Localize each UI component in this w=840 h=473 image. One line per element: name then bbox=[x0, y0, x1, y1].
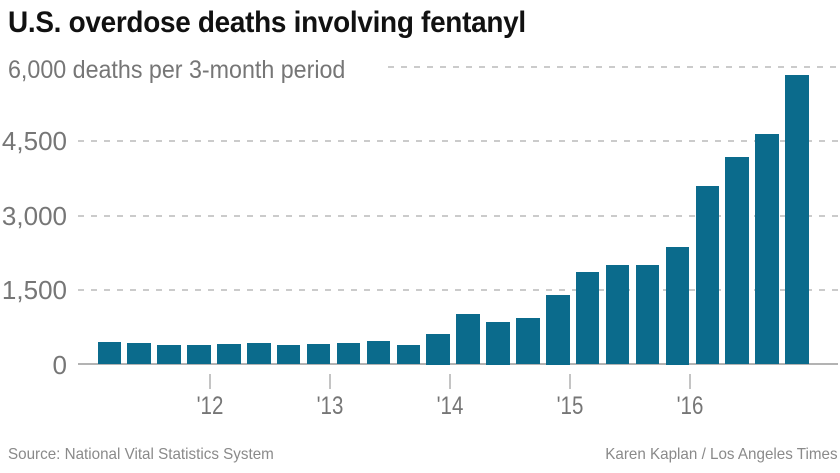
byline-credit: Karen Kaplan / Los Angeles Times bbox=[605, 446, 838, 463]
bar-2013-q1 bbox=[336, 343, 361, 365]
bar-2011-q3 bbox=[157, 344, 181, 365]
bar-2016-q4 bbox=[785, 75, 809, 365]
x-axis-tick-15 bbox=[569, 374, 571, 389]
bar-2014-q1 bbox=[456, 313, 480, 365]
bar-2015-q2 bbox=[605, 265, 630, 365]
x-axis-label-12: '12 bbox=[196, 392, 224, 420]
bar-2016-q2 bbox=[725, 157, 749, 365]
bar-2016-q1 bbox=[695, 185, 719, 365]
x-axis-label-15: '15 bbox=[556, 392, 584, 420]
bar-2014-q2 bbox=[486, 322, 510, 365]
x-axis-tick-13 bbox=[329, 374, 331, 389]
x-axis-label-14: '14 bbox=[436, 392, 464, 420]
bar-2012-q1 bbox=[217, 343, 241, 365]
bar-2014-q3 bbox=[516, 318, 540, 365]
bar-2011-q2 bbox=[127, 342, 151, 365]
page-title: U.S. overdose deaths involving fentanyl bbox=[8, 6, 526, 39]
bar-2012-q2 bbox=[247, 343, 271, 365]
chart-subtitle-top-axis-label: 6,000 deaths per 3-month period bbox=[8, 56, 346, 84]
x-axis-tick-12 bbox=[209, 374, 211, 389]
bar-2014-q4 bbox=[546, 294, 570, 365]
bar-2015-q1 bbox=[575, 272, 600, 365]
bar-2015-q3 bbox=[635, 265, 660, 365]
gridline-3000 bbox=[78, 214, 838, 217]
bar-2015-q4 bbox=[665, 247, 690, 365]
bar-2011-q1 bbox=[97, 342, 121, 365]
bar-2013-q2 bbox=[366, 341, 391, 365]
x-axis-tick-14 bbox=[449, 374, 451, 389]
gridline-4500 bbox=[78, 140, 838, 142]
y-axis-label-4500: 4,500 bbox=[1, 126, 67, 156]
bar-2012-q3 bbox=[276, 344, 301, 365]
gridline-1500 bbox=[78, 289, 838, 291]
bar-2013-q4 bbox=[426, 333, 450, 365]
y-axis-label-0: 0 bbox=[52, 349, 67, 380]
x-axis-label-13: '13 bbox=[316, 392, 344, 420]
bar-2012-q4 bbox=[306, 343, 331, 365]
source-note: Source: National Vital Statistics System bbox=[8, 446, 274, 463]
bar-2016-q3 bbox=[755, 133, 779, 365]
bar-2011-q4 bbox=[187, 344, 211, 365]
bar-2013-q3 bbox=[396, 345, 420, 365]
y-axis-label-1500: 1,500 bbox=[1, 275, 67, 305]
y-axis-label-3000: 3,000 bbox=[1, 200, 67, 231]
gridline-6000 bbox=[388, 65, 838, 68]
x-axis-label-16: '16 bbox=[676, 392, 704, 420]
x-axis-tick-16 bbox=[689, 374, 691, 389]
